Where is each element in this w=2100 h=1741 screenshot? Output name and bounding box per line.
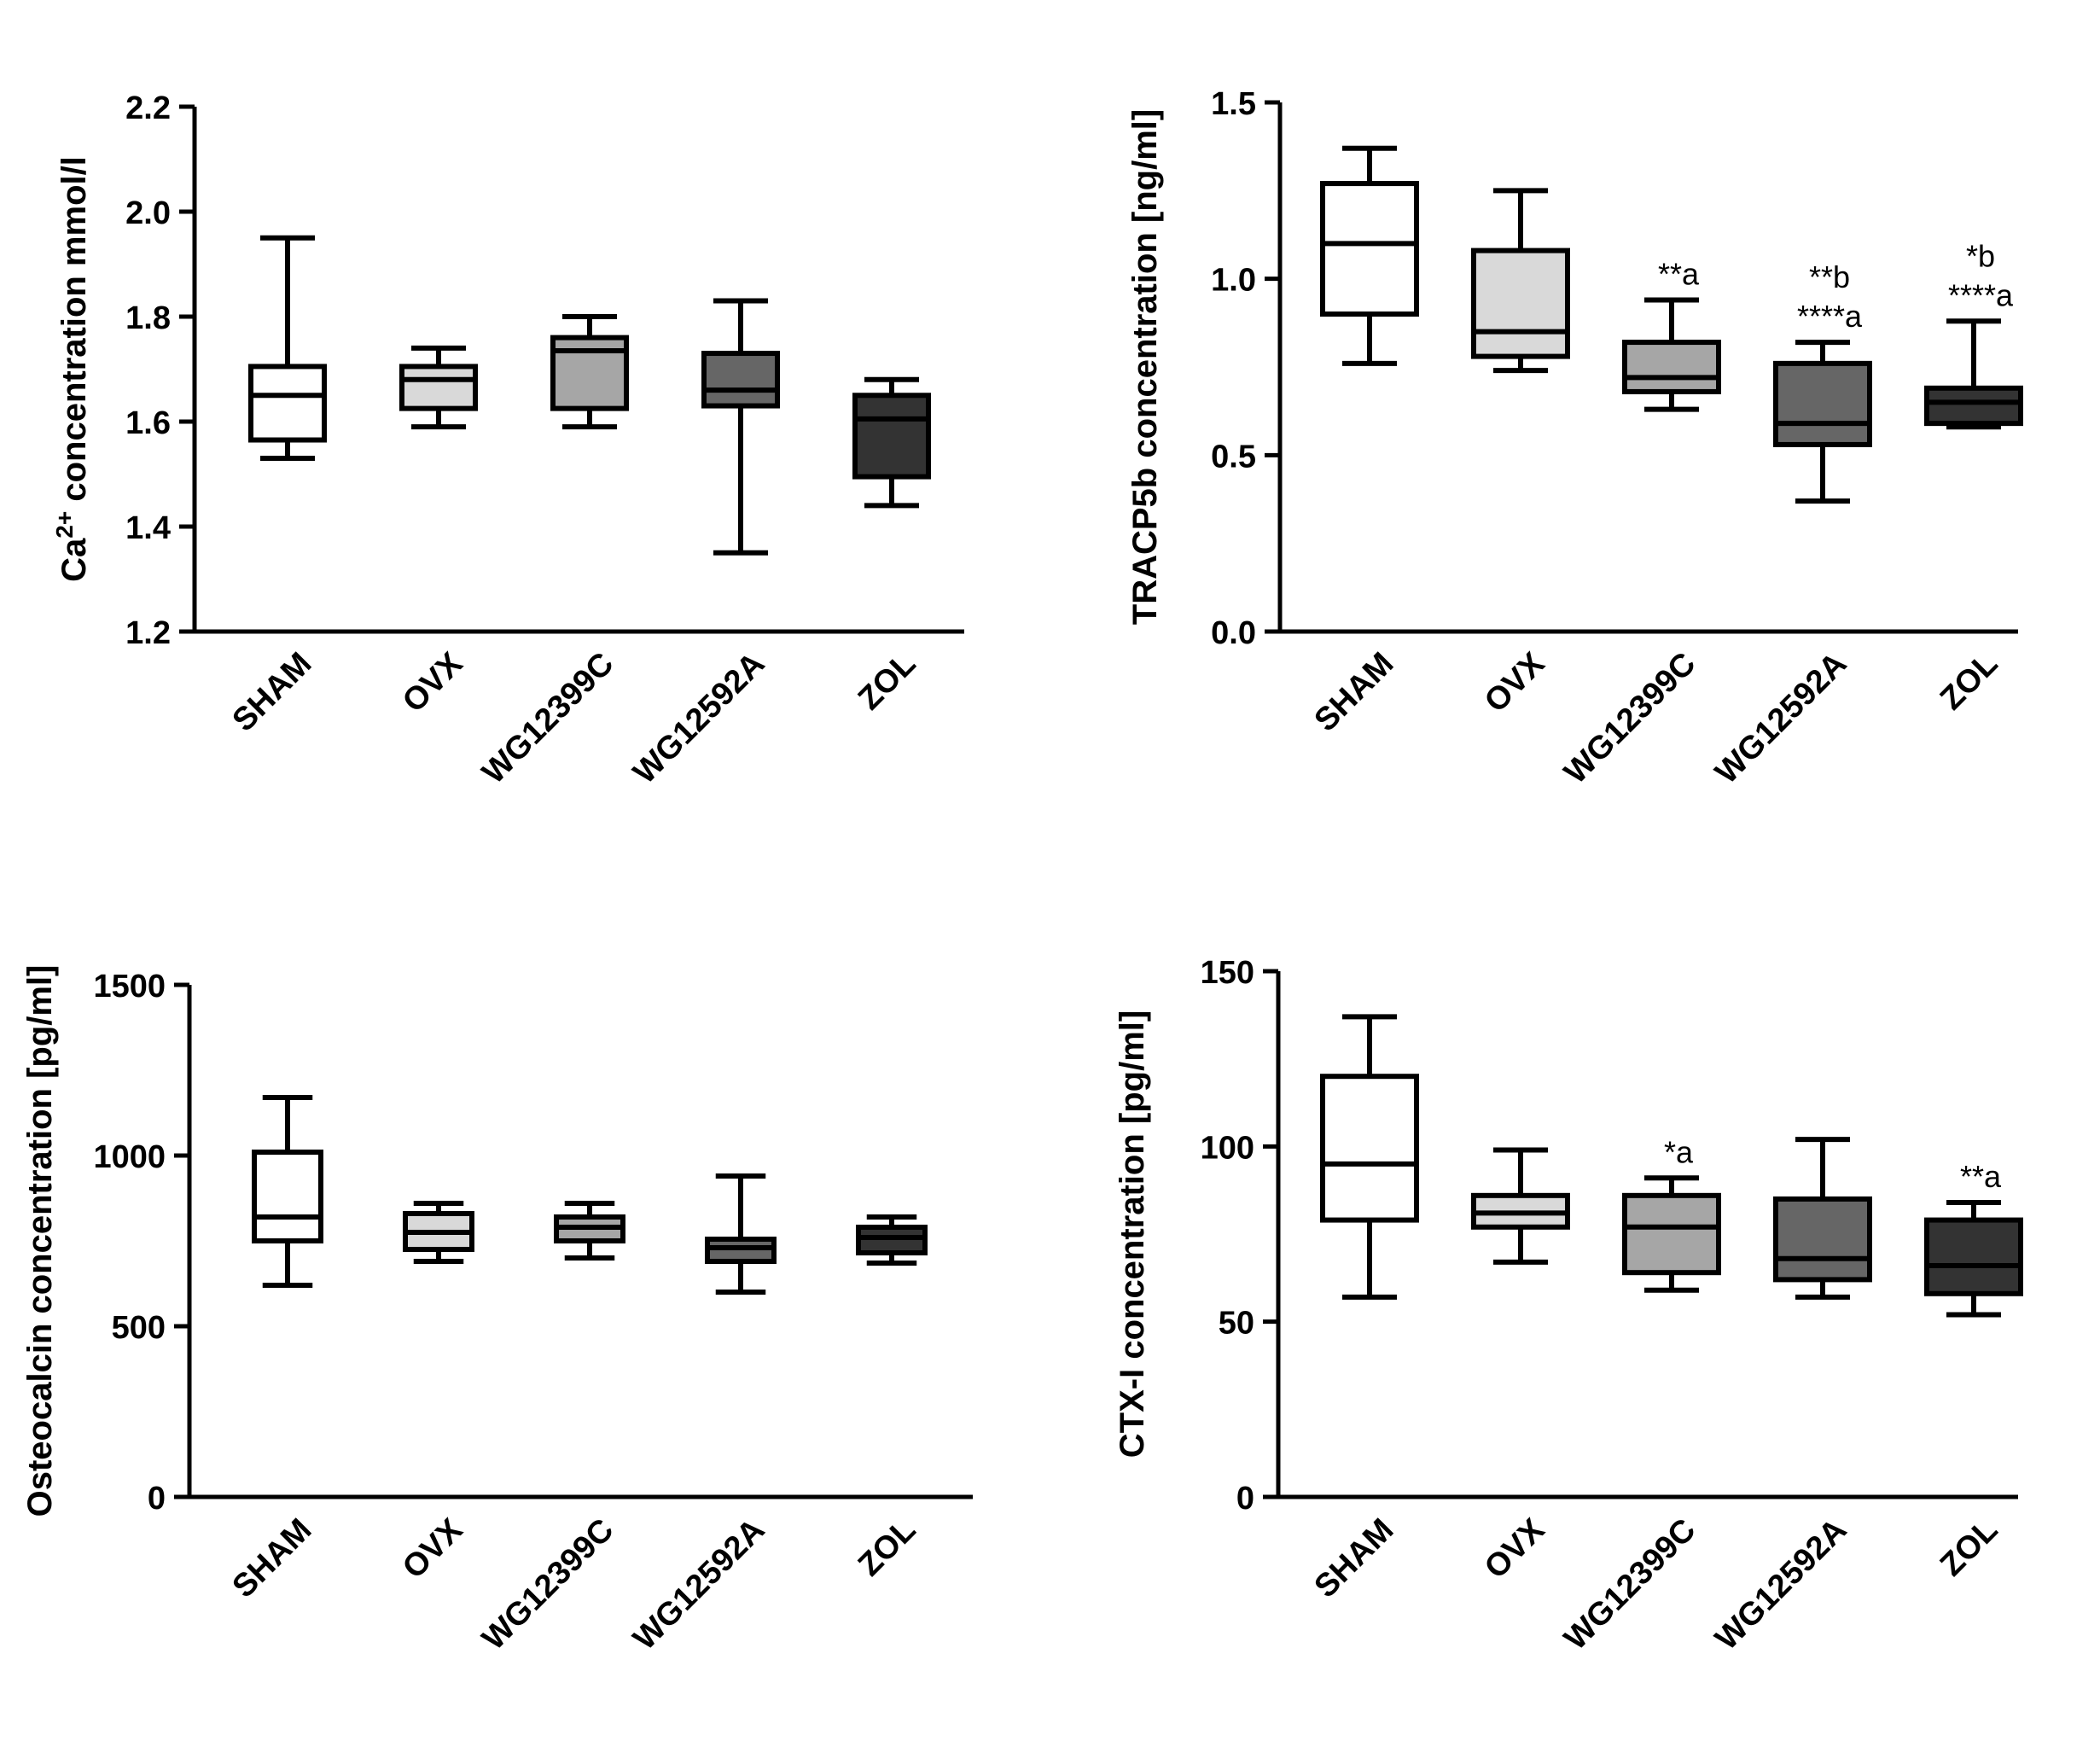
box-group-zol — [856, 1214, 928, 1266]
y-tick-label: 2.0 — [125, 195, 171, 231]
x-category-label: WG12592A — [1708, 646, 1853, 791]
x-category-label: WG12592A — [626, 646, 771, 791]
y-tick-label: 0.0 — [1211, 615, 1256, 651]
y-tick-label: 1.4 — [125, 510, 171, 546]
x-category-label: ZOL — [852, 1512, 922, 1583]
x-category-label: ZOL — [852, 646, 922, 717]
box-group-wg12399c — [554, 1201, 625, 1261]
y-tick-label: 1500 — [93, 969, 166, 1004]
box-iqr — [1773, 360, 1872, 447]
x-category-label: ZOL — [1934, 646, 2004, 717]
y-tick-label: 0 — [148, 1481, 166, 1517]
y-tick-label: 50 — [1219, 1306, 1254, 1342]
chart-svg: 0 500 1000 1500 Osteocalcin concentration [p… — [21, 965, 973, 1657]
y-axis-title-main: TRACP5b concentration [ng/ml] — [1126, 109, 1164, 625]
significance-annotation: *a — [1664, 1134, 1694, 1169]
y-tick-label: 150 — [1201, 955, 1254, 991]
y-axis-title: Osteocalcin concentration [pg/ml] — [21, 965, 59, 1517]
box-group-ovx — [399, 345, 478, 430]
x-category-label: WG12399C — [475, 1512, 620, 1657]
box-group-sham — [1320, 145, 1419, 366]
y-axis-title-main: Osteocalcin concentration [pg/ml] — [21, 965, 59, 1517]
x-category-label: WG12592A — [1708, 1512, 1853, 1657]
x-category-label: WG12592A — [626, 1512, 771, 1657]
box-iqr — [1622, 1192, 1721, 1276]
box-group-sham — [1320, 1014, 1419, 1300]
box-iqr — [399, 364, 478, 411]
box-iqr — [1320, 1074, 1419, 1223]
box-iqr — [1471, 247, 1570, 359]
x-category-label: SHAM — [1308, 1512, 1401, 1605]
x-category-label: OVX — [1478, 1511, 1552, 1586]
x-category-label: ZOL — [1934, 1512, 2004, 1583]
box-iqr — [1924, 1217, 2023, 1296]
x-category-label: SHAM — [226, 1512, 319, 1605]
x-category-label: OVX — [396, 1511, 470, 1586]
box-iqr — [252, 1150, 323, 1243]
box-group-wg12399c: *a — [1622, 1134, 1721, 1293]
significance-annotation: **a — [1960, 1159, 2002, 1194]
y-axis-title-superscript: 2+ — [51, 511, 78, 539]
significance-annotation: **b — [1809, 259, 1850, 294]
y-tick-label: 500 — [112, 1310, 166, 1346]
y-tick-label: 1.5 — [1211, 86, 1256, 122]
ctx-i-panel: 0 50 100 150 CTX-I concentration [pg/ml] SHAM… — [1050, 853, 2100, 1737]
box-group-ovx — [1471, 1147, 1570, 1265]
x-category-label: OVX — [396, 645, 470, 719]
y-tick-label: 1.2 — [125, 615, 171, 651]
significance-annotation: ****a — [1797, 299, 1863, 334]
x-category-label: WG12399C — [1557, 646, 1702, 791]
box-group-ovx — [1471, 188, 1570, 374]
box-group-wg12399c: **a — [1622, 256, 1721, 412]
y-tick-label: 1000 — [93, 1139, 166, 1175]
box-group-wg12592a — [701, 298, 780, 556]
x-category-label: OVX — [1478, 645, 1552, 719]
y-tick-label: 1.0 — [1211, 263, 1256, 299]
calcium-panel: 1.2 1.4 1.6 1.8 2.0 2.2 Ca2+ concentration mmo… — [0, 0, 1050, 853]
y-axis-title-main: Ca — [55, 538, 93, 582]
osteocalcin-panel: 0 500 1000 1500 Osteocalcin concentration [p… — [0, 853, 1050, 1737]
box-group-sham — [248, 235, 327, 462]
box-iqr — [1773, 1196, 1872, 1283]
y-axis-title: TRACP5b concentration [ng/ml] — [1126, 109, 1164, 625]
y-tick-label: 100 — [1201, 1130, 1254, 1166]
chart-svg: 0.0 0.5 1.0 1.5 TRACP5b concentration [ng/ml… — [1126, 86, 2023, 791]
y-axis-title: CTX-I concentration [pg/ml] — [1114, 1010, 1151, 1458]
significance-annotation: ****a — [1948, 277, 2014, 312]
box-group-zol: **a — [1924, 1159, 2023, 1318]
box-iqr — [1622, 340, 1721, 394]
y-tick-label: 1.6 — [125, 405, 171, 441]
significance-annotation: **a — [1658, 256, 1700, 291]
y-tick-label: 0.5 — [1211, 439, 1256, 475]
y-axis-title: Ca2+ concentration mmol/l — [51, 156, 94, 582]
box-iqr — [852, 393, 931, 480]
box-group-wg12592a — [705, 1173, 777, 1295]
tracp5b-panel: 0.0 0.5 1.0 1.5 TRACP5b concentration [ng/ml… — [1050, 0, 2100, 853]
box-group-wg12399c — [550, 314, 629, 430]
y-axis-title-main: CTX-I concentration [pg/ml] — [1114, 1010, 1151, 1458]
x-category-label: SHAM — [226, 646, 319, 739]
x-category-label: SHAM — [1308, 646, 1401, 739]
x-category-label: WG12399C — [475, 646, 620, 791]
y-axis-title-rest: concentration mmol/l — [55, 156, 93, 511]
box-group-ovx — [403, 1201, 474, 1264]
y-tick-label: 2.2 — [125, 90, 171, 126]
box-group-wg12592a: **b ****a — [1773, 259, 1872, 504]
y-tick-label: 0 — [1236, 1481, 1254, 1517]
box-iqr — [1320, 181, 1419, 317]
box-iqr — [701, 351, 780, 409]
box-group-wg12592a — [1773, 1137, 1872, 1300]
box-group-sham — [252, 1095, 323, 1288]
box-iqr — [1924, 385, 2023, 427]
chart-svg: 1.2 1.4 1.6 1.8 2.0 2.2 Ca2+ concentration mmo… — [51, 90, 964, 791]
box-group-zol: *b ****a — [1924, 238, 2023, 430]
box-iqr — [248, 364, 327, 443]
significance-annotation: *b — [1966, 238, 1995, 273]
x-category-label: WG12399C — [1557, 1512, 1702, 1657]
box-group-zol — [852, 376, 931, 509]
y-tick-label: 1.8 — [125, 300, 171, 336]
chart-svg: 0 50 100 150 CTX-I concentration [pg/ml] SHAM… — [1114, 955, 2023, 1657]
